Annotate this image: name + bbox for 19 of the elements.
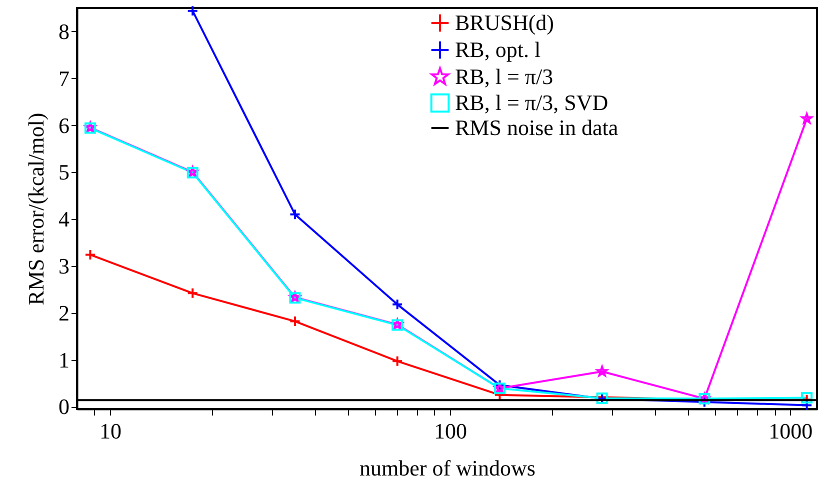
y-tick-label: 8 xyxy=(58,18,70,44)
y-tick-label: 4 xyxy=(58,206,70,232)
y-axis-title: RMS error/(kcal/mol) xyxy=(24,112,48,306)
legend-label: RB, l = π/3 xyxy=(455,64,554,89)
legend-label: RMS noise in data xyxy=(455,115,618,140)
x-axis-title: number of windows xyxy=(360,456,536,480)
x-tick-label: 100 xyxy=(434,418,468,444)
x-tick-label: 1000 xyxy=(768,418,813,444)
legend-label: BRUSH(d) xyxy=(455,10,554,35)
y-tick-label: 3 xyxy=(58,253,70,278)
legend-label: RB, l = π/3, SVD xyxy=(455,90,608,115)
y-tick-label: 2 xyxy=(58,300,70,326)
y-tick-label: 1 xyxy=(58,347,70,372)
x-tick-label: 10 xyxy=(99,418,122,444)
y-tick-label: 0 xyxy=(58,394,70,420)
legend-label: RB, opt. l xyxy=(455,37,541,62)
y-tick-label: 5 xyxy=(58,160,70,185)
y-tick-label: 7 xyxy=(58,66,70,91)
y-tick-label: 6 xyxy=(58,112,70,138)
